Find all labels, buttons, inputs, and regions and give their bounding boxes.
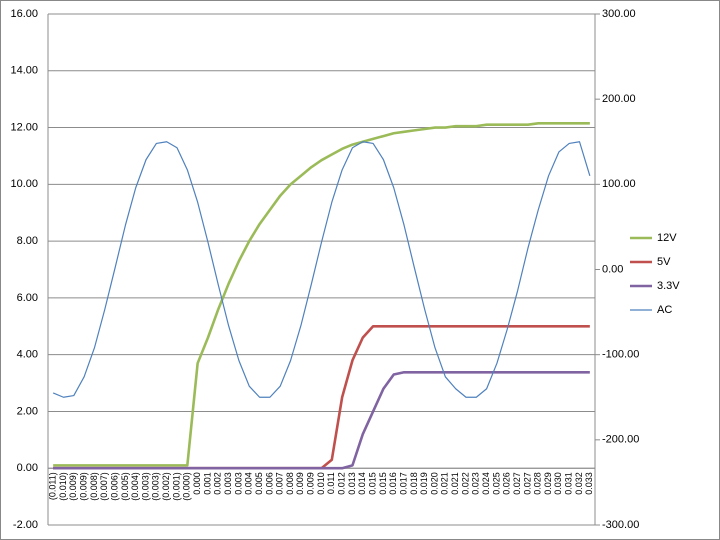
x-tick-label: (0.008) [89,472,99,501]
x-tick-label: (0.010) [58,472,68,501]
x-tick-label: 0.033 [584,472,594,495]
x-tick-label: (0.009) [78,472,88,501]
x-tick-label: 0.010 [316,472,326,495]
x-tick-label: 0.022 [460,472,470,495]
x-tick-label: 0.020 [429,472,439,495]
x-tick-label: (0.009) [68,472,78,501]
y2-tick-label: 300.00 [602,8,636,20]
y-tick-label: 12.00 [10,121,38,133]
x-tick-label: (0.004) [130,472,140,501]
x-tick-label: 0.014 [357,472,367,495]
y2-tick-label: 0.00 [602,263,623,275]
x-tick-label: 0.013 [347,472,357,495]
x-tick-label: 0.023 [471,472,481,495]
series-line [53,370,590,470]
x-tick-label: 0.002 [213,472,223,495]
x-tick-label: 0.029 [543,472,553,495]
x-tick-label: 0.008 [285,472,295,495]
y-tick-label: 14.00 [10,65,38,77]
x-tick-label: 0.009 [306,472,316,495]
y2-tick-label: 100.00 [602,178,636,190]
x-tick-label: 0.025 [491,472,501,495]
y2-tick-label: -300.00 [602,519,639,531]
x-tick-label: (0.001) [171,472,181,501]
y-tick-label: 10.00 [10,178,38,190]
y-tick-label: -2.00 [13,519,38,531]
x-tick-label: (0.006) [109,472,119,501]
y2-tick-label: -200.00 [602,434,639,446]
x-tick-label: (0.003) [151,472,161,501]
x-tick-label: 0.027 [512,472,522,495]
x-tick-label: 0.004 [244,472,254,495]
x-tick-label: (0.003) [140,472,150,501]
series-line [52,141,591,398]
x-tick-label: 0.007 [275,472,285,495]
x-tick-label: 0.017 [398,472,408,495]
x-tick-label: 0.016 [388,472,398,495]
x-tick-label: 0.024 [481,472,491,495]
x-tick-label: 0.027 [522,472,532,495]
x-tick-label: 0.009 [295,472,305,495]
x-tick-label: 0.032 [574,472,584,495]
y-tick-label: 2.00 [17,405,38,417]
y2-tick-label: -100.00 [602,349,639,361]
x-tick-label: 0.018 [409,472,419,495]
x-tick-label: 0.001 [202,472,212,495]
x-tick-label: (0.011) [48,472,58,500]
x-tick-label: (0.005) [120,472,130,501]
x-tick-label: 0.030 [553,472,563,495]
y2-tick-label: 200.00 [602,93,636,105]
x-tick-label: 0.011 [326,472,336,494]
series-line [53,122,590,467]
y-tick-label: 4.00 [17,349,38,361]
legend-label: 5V [657,256,671,268]
x-tick-label: 0.028 [533,472,543,495]
x-tick-label: 0.003 [223,472,233,495]
x-tick-label: 0.006 [264,472,274,495]
x-tick-label: (0.000) [182,472,192,501]
x-tick-label: 0.019 [419,472,429,495]
x-tick-label: 0.003 [233,472,243,495]
legend-label: AC [657,304,672,316]
x-tick-label: 0.031 [564,472,574,495]
x-tick-label: 0.026 [502,472,512,495]
x-tick-label: 0.005 [254,472,264,495]
x-tick-label: (0.007) [99,472,109,501]
y-tick-label: 8.00 [17,235,38,247]
x-tick-label: 0.021 [440,472,450,495]
x-tick-label: (0.002) [161,472,171,501]
x-tick-label: 0.000 [192,472,202,495]
legend-label: 12V [657,232,677,244]
x-tick-label: 0.015 [378,472,388,495]
y-tick-label: 0.00 [17,462,38,474]
x-tick-label: 0.021 [450,472,460,495]
legend-label: 3.3V [657,280,680,292]
x-tick-label: 0.015 [367,472,377,495]
x-tick-label: 0.012 [337,472,347,495]
y-tick-label: 16.00 [10,8,38,20]
y-tick-label: 6.00 [17,292,38,304]
